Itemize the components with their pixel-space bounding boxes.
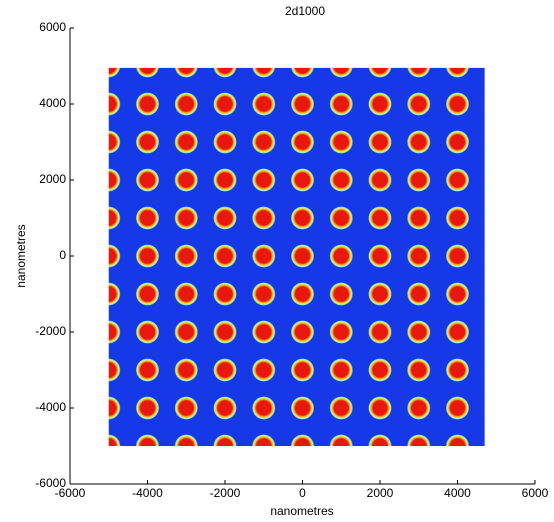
x-tick-label: -2000: [210, 486, 241, 500]
x-axis-label: nanometres: [270, 504, 333, 518]
chart: 2d1000 nanometres nanometres -6000 -4000 -…: [0, 0, 554, 522]
y-tick-label: -2000: [35, 324, 66, 338]
y-tick-label: 4000: [39, 96, 66, 110]
y-tick-label: 2000: [39, 172, 66, 186]
x-tick-label: 4000: [444, 486, 471, 500]
x-tick-label: 0: [299, 486, 306, 500]
x-tick-label: 6000: [522, 486, 549, 500]
x-tick-label: 2000: [367, 486, 394, 500]
chart-title: 2d1000: [285, 4, 325, 18]
y-tick-label: 6000: [39, 20, 66, 34]
y-tick-label: 0: [59, 248, 66, 262]
x-tick-label: -4000: [132, 486, 163, 500]
y-tick-label: -6000: [35, 476, 66, 490]
y-axis-label: nanometres: [14, 224, 28, 287]
image: [109, 68, 485, 446]
y-tick-label: -4000: [35, 400, 66, 414]
